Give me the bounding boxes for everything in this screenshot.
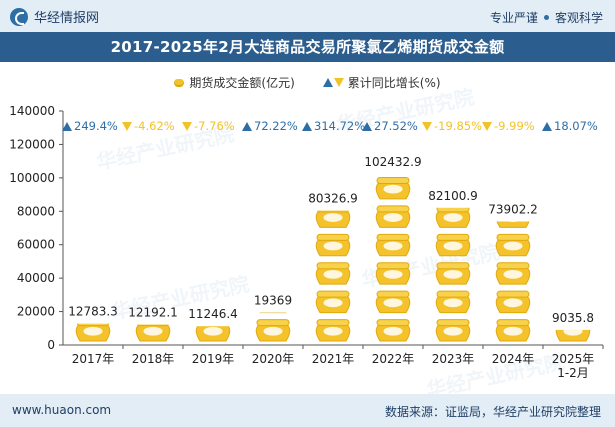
y-tick-label: 20000 <box>17 305 55 319</box>
bar-amount <box>435 207 471 342</box>
data-label-amount: 11246.4 <box>188 307 238 321</box>
tag-objective: 客观科学 <box>554 11 603 25</box>
brand-name: 华经情报网 <box>34 11 100 26</box>
header-tags: 专业严谨 客观科学 <box>490 9 603 26</box>
x-tick-label: 2021年 <box>312 352 355 366</box>
footer-source: 数据来源：证监局，华经产业研究院整理 <box>384 405 601 419</box>
x-tick-label: 1-2月 <box>557 366 589 380</box>
data-label-growth: -9.99% <box>494 119 535 133</box>
data-label-amount: 73902.2 <box>488 202 538 216</box>
growth-up-icon <box>62 122 72 131</box>
x-tick-label: 2019年 <box>192 352 235 366</box>
growth-down-icon <box>422 122 432 131</box>
x-tick-label: 2025年 <box>552 352 595 366</box>
growth-up-icon <box>362 122 372 131</box>
y-tick-label: 0 <box>47 338 55 352</box>
growth-down-icon <box>122 122 132 131</box>
x-tick-label: 2024年 <box>492 352 535 366</box>
growth-up-icon <box>542 122 552 131</box>
legend-label-growth: 累计同比增长(%) <box>347 76 441 90</box>
x-tick-label: 2017年 <box>72 352 115 366</box>
growth-up-icon <box>242 122 252 131</box>
x-tick-label: 2022年 <box>372 352 415 366</box>
chart-legend: 期货成交金额(亿元) 累计同比增长(%) <box>0 74 615 91</box>
bar-amount <box>195 326 231 342</box>
x-tick-label: 2018年 <box>132 352 175 366</box>
bar-amount <box>75 323 111 342</box>
data-label-growth: -4.62% <box>134 119 175 133</box>
data-label-growth: 18.07% <box>554 119 598 133</box>
data-label-growth: 314.72% <box>314 119 365 133</box>
y-tick-label: 40000 <box>17 271 55 285</box>
data-label-amount: 102432.9 <box>364 155 421 169</box>
y-tick-label: 140000 <box>9 104 55 118</box>
data-label-growth: -7.76% <box>194 119 235 133</box>
data-label-amount: 19369 <box>254 294 292 308</box>
legend-item-growth: 累计同比增长(%) <box>322 74 441 91</box>
bar-amount <box>495 221 531 342</box>
data-label-amount: 12783.3 <box>68 305 118 319</box>
bar-amount <box>135 324 171 342</box>
y-tick-label: 100000 <box>9 171 55 185</box>
x-tick-label: 2023年 <box>432 352 475 366</box>
dot-separator-icon <box>543 15 549 20</box>
y-tick-label: 120000 <box>9 137 55 151</box>
data-label-growth: 72.22% <box>254 119 298 133</box>
up-down-triangle-icon <box>322 78 344 87</box>
bar-amount <box>555 329 591 342</box>
data-label-amount: 82100.9 <box>428 189 478 203</box>
data-label-growth: -19.85% <box>434 119 482 133</box>
x-tick-label: 2020年 <box>252 352 295 366</box>
growth-down-icon <box>482 122 492 131</box>
bar-amount <box>255 312 291 342</box>
brand-logo: 华经情报网 <box>10 7 99 26</box>
growth-down-icon <box>182 122 192 131</box>
gold-pot-icon <box>174 78 185 87</box>
footer-site: www.huaon.com <box>12 403 112 417</box>
data-label-amount: 9035.8 <box>552 311 594 325</box>
legend-item-amount: 期货成交金额(亿元) <box>174 74 295 91</box>
data-label-growth: 27.52% <box>374 119 418 133</box>
data-label-amount: 80326.9 <box>308 192 358 206</box>
legend-label-amount: 期货成交金额(亿元) <box>189 76 295 90</box>
data-label-growth: 249.4% <box>74 119 118 133</box>
y-tick-label: 80000 <box>17 204 55 218</box>
tag-professional: 专业严谨 <box>489 11 538 25</box>
growth-up-icon <box>302 122 312 131</box>
chart-title: 2017-2025年2月大连商品交易所聚氯乙烯期货成交金额 <box>0 32 615 62</box>
footer-bar: www.huaon.com 数据来源：证监局，华经产业研究院整理 <box>0 394 615 427</box>
bar-amount <box>375 177 411 342</box>
logo-icon <box>10 7 28 26</box>
bar-amount <box>315 210 351 342</box>
header-bar: 华经情报网 专业严谨 客观科学 <box>0 0 615 32</box>
y-tick-label: 60000 <box>17 238 55 252</box>
data-label-amount: 12192.1 <box>128 306 178 320</box>
